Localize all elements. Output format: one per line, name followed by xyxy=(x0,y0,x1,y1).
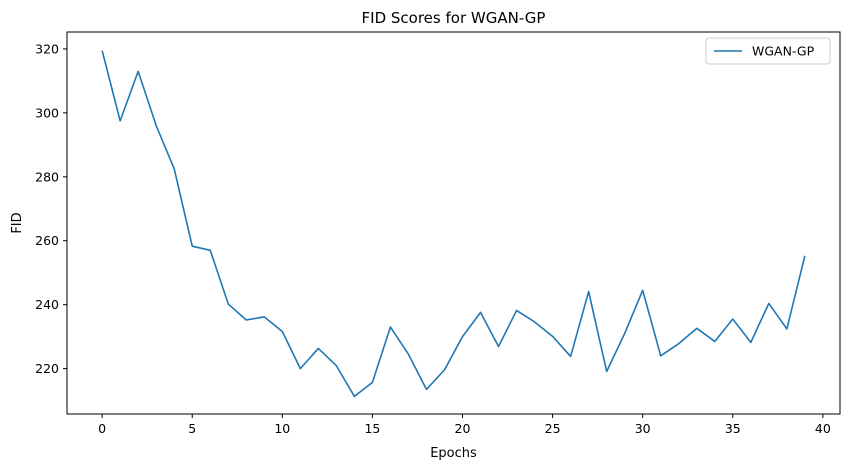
plot-area-frame xyxy=(66,31,841,415)
x-tick-label: 25 xyxy=(545,421,561,436)
y-tick-label: 320 xyxy=(35,41,59,56)
x-tick-label: 15 xyxy=(364,421,380,436)
y-axis-label: FID xyxy=(10,212,25,233)
y-axis-ticks: 220 240 260 280 300 320 xyxy=(35,41,67,376)
x-axis-label: Epochs xyxy=(430,446,477,461)
x-tick-label: 35 xyxy=(725,421,741,436)
y-tick-label: 260 xyxy=(35,233,59,248)
x-tick-label: 40 xyxy=(815,421,831,436)
x-tick-label: 30 xyxy=(635,421,651,436)
x-tick-label: 20 xyxy=(455,421,471,436)
x-tick-label: 5 xyxy=(188,421,196,436)
y-tick-label: 280 xyxy=(35,169,59,184)
legend-entry-label: WGAN-GP xyxy=(752,44,815,59)
legend: WGAN-GP xyxy=(705,37,831,65)
y-tick-label: 220 xyxy=(35,361,59,376)
y-tick-label: 240 xyxy=(35,297,59,312)
x-axis-ticks: 0 5 10 15 20 25 30 35 40 xyxy=(98,414,831,436)
series-line-wgan-gp xyxy=(101,50,806,398)
y-tick-label: 300 xyxy=(35,105,59,120)
legend-box xyxy=(705,37,831,65)
x-tick-label: 10 xyxy=(274,421,290,436)
chart-title: FID Scores for WGAN-GP xyxy=(362,9,546,27)
x-tick-label: 0 xyxy=(98,421,106,436)
